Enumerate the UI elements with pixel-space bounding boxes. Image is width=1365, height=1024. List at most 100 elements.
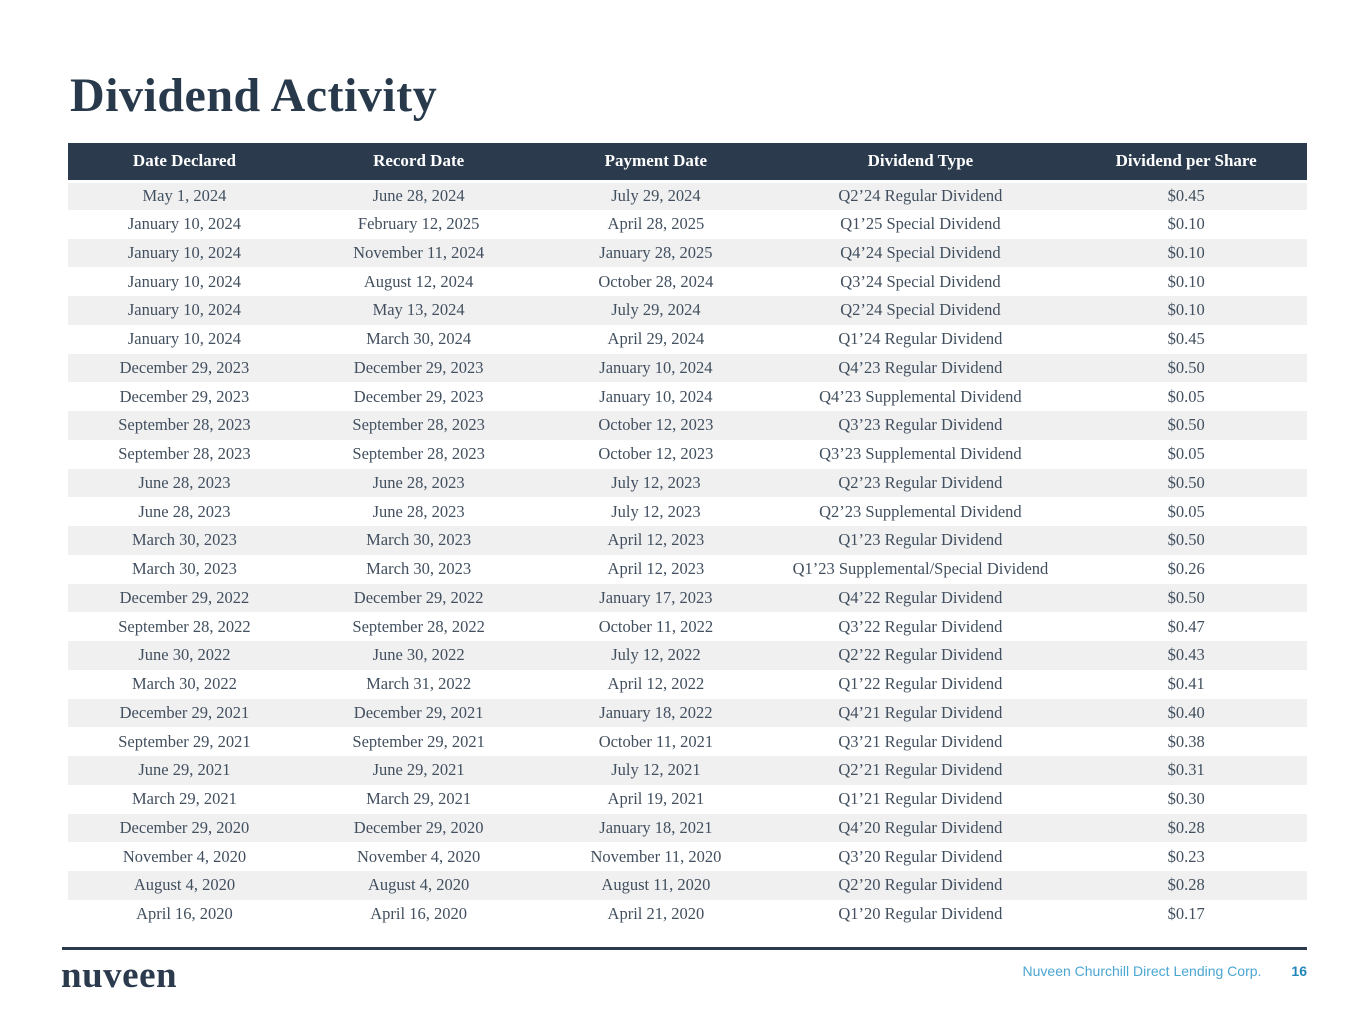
- table-cell: Q2’21 Regular Dividend: [838, 760, 1003, 780]
- table-cell: July 12, 2023: [611, 472, 701, 492]
- table-cell: Q2’24 Special Dividend: [840, 300, 1001, 320]
- table-cell: $0.31: [1167, 760, 1205, 780]
- table-cell: $0.10: [1167, 214, 1205, 234]
- table-cell: December 29, 2023: [119, 357, 250, 377]
- table-row: September 28, 2022 September 28, 2022 Octo…: [68, 612, 1307, 641]
- table-row: January 10, 2024 May 13, 2024 July 29, 202…: [68, 296, 1307, 325]
- table-cell: $0.50: [1167, 472, 1205, 492]
- table-cell: January 10, 2024: [127, 214, 242, 234]
- table-header-row: Date Declared Record Date Payment Date Divi…: [68, 143, 1307, 183]
- table-cell: September 29, 2021: [352, 731, 485, 751]
- table-row: January 10, 2024 March 30, 2024 April 29, …: [68, 324, 1307, 354]
- table-cell: March 29, 2021: [366, 789, 472, 809]
- table-cell: March 30, 2023: [366, 530, 472, 550]
- table-cell: Q4’20 Regular Dividend: [838, 817, 1003, 837]
- table-cell: $0.50: [1167, 530, 1205, 550]
- table-cell: March 30, 2022: [131, 674, 237, 694]
- table-row: March 30, 2023 March 30, 2023 April 12, 20…: [68, 526, 1307, 555]
- table-cell: $0.10: [1167, 242, 1205, 262]
- table-cell: $0.05: [1167, 444, 1205, 464]
- table-cell: April 28, 2025: [607, 214, 705, 234]
- table-cell: $0.10: [1167, 271, 1205, 291]
- table-cell: April 12, 2022: [607, 674, 705, 694]
- table-row: August 4, 2020 August 4, 2020 August 11, 2…: [68, 871, 1307, 900]
- table-cell: December 29, 2022: [119, 587, 250, 607]
- footer-divider: [62, 947, 1307, 950]
- table-cell: January 10, 2024: [599, 357, 713, 377]
- table-cell: July 29, 2024: [611, 300, 701, 320]
- table-cell: January 28, 2025: [599, 242, 713, 262]
- table-cell: December 29, 2022: [353, 587, 484, 607]
- table-cell: September 29, 2021: [118, 731, 251, 751]
- nuveen-logo: nuveen: [61, 955, 178, 996]
- table-cell: October 12, 2023: [598, 444, 714, 464]
- table-cell: March 30, 2023: [131, 530, 237, 550]
- table-cell: Q4’24 Special Dividend: [840, 242, 1001, 262]
- column-header: Dividend Type: [775, 143, 1066, 183]
- table-cell: $0.05: [1167, 501, 1205, 521]
- table-cell: January 10, 2024: [127, 271, 242, 291]
- table-cell: September 28, 2022: [352, 616, 485, 636]
- table-cell: $0.05: [1167, 386, 1205, 406]
- table-cell: Q4’23 Regular Dividend: [838, 357, 1003, 377]
- table-cell: April 16, 2020: [370, 904, 467, 924]
- table-cell: $0.45: [1167, 186, 1205, 206]
- table-row: January 10, 2024 November 11, 2024 January…: [68, 238, 1307, 268]
- table-cell: Q1’25 Special Dividend: [840, 214, 1001, 234]
- dividend-activity-table: Date Declared Record Date Payment Date Divi…: [68, 143, 1307, 929]
- table-cell: June 28, 2023: [138, 472, 231, 492]
- table-cell: July 12, 2023: [611, 501, 701, 521]
- table-cell: September 28, 2023: [118, 444, 251, 464]
- table-cell: November 11, 2020: [590, 846, 722, 866]
- table-cell: $0.47: [1167, 616, 1205, 636]
- table-cell: $0.41: [1167, 674, 1205, 694]
- table-cell: December 29, 2023: [353, 357, 484, 377]
- table-cell: $0.43: [1167, 645, 1205, 665]
- table-cell: April 29, 2024: [607, 329, 705, 349]
- table-cell: December 29, 2020: [119, 817, 250, 837]
- table-cell: March 30, 2024: [366, 329, 472, 349]
- table-row: March 29, 2021 March 29, 2021 April 19, 20…: [68, 784, 1307, 814]
- table-cell: September 28, 2023: [352, 444, 485, 464]
- table-cell: June 28, 2023: [138, 501, 231, 521]
- table-cell: $0.17: [1167, 904, 1205, 924]
- table-row: June 28, 2023 June 28, 2023 July 12, 2023 Q…: [68, 468, 1307, 498]
- table-cell: March 30, 2023: [131, 559, 237, 579]
- column-header: Payment Date: [536, 143, 776, 183]
- table-cell: March 30, 2023: [366, 559, 472, 579]
- table-cell: Q2’23 Supplemental Dividend: [819, 501, 1022, 521]
- table-cell: Q1’23 Supplemental/Special Dividend: [792, 559, 1049, 579]
- table-cell: Q3’21 Regular Dividend: [838, 731, 1003, 751]
- table-cell: Q2’22 Regular Dividend: [838, 645, 1003, 665]
- table-cell: Q1’23 Regular Dividend: [838, 530, 1003, 550]
- table-cell: August 11, 2020: [601, 875, 711, 895]
- table-row: November 4, 2020 November 4, 2020 November…: [68, 842, 1307, 871]
- table-cell: April 12, 2023: [607, 530, 705, 550]
- table-header: Date Declared Record Date Payment Date Divi…: [68, 143, 1307, 183]
- table-cell: December 29, 2021: [119, 702, 250, 722]
- table-cell: April 12, 2023: [607, 559, 705, 579]
- table-cell: Q1’21 Regular Dividend: [838, 789, 1003, 809]
- table-cell: $0.38: [1167, 731, 1205, 751]
- table-row: March 30, 2022 March 31, 2022 April 12, 20…: [68, 669, 1307, 699]
- table-row: September 29, 2021 September 29, 2021 Octo…: [68, 727, 1307, 756]
- table-cell: December 29, 2021: [353, 702, 484, 722]
- column-header: Dividend per Share: [1065, 143, 1307, 183]
- table-cell: June 28, 2023: [372, 501, 465, 521]
- table-cell: July 29, 2024: [611, 186, 701, 206]
- table-cell: Q3’23 Supplemental Dividend: [819, 444, 1022, 464]
- table-cell: August 4, 2020: [133, 875, 236, 895]
- table-cell: October 11, 2021: [598, 731, 714, 751]
- table-cell: September 28, 2023: [352, 415, 485, 435]
- table-cell: April 16, 2020: [136, 904, 233, 924]
- table-cell: January 10, 2024: [127, 242, 242, 262]
- table-cell: $0.26: [1167, 559, 1205, 579]
- table-cell: Q1’20 Regular Dividend: [838, 904, 1003, 924]
- table-cell: November 4, 2020: [356, 846, 481, 866]
- table-cell: $0.50: [1167, 415, 1205, 435]
- table-body: May 1, 2024 June 28, 2024 July 29, 2024 Q2’…: [68, 181, 1307, 929]
- table-cell: $0.30: [1167, 789, 1205, 809]
- table-row: June 28, 2023 June 28, 2023 July 12, 2023 Q…: [68, 497, 1307, 526]
- table-cell: June 28, 2024: [372, 186, 465, 206]
